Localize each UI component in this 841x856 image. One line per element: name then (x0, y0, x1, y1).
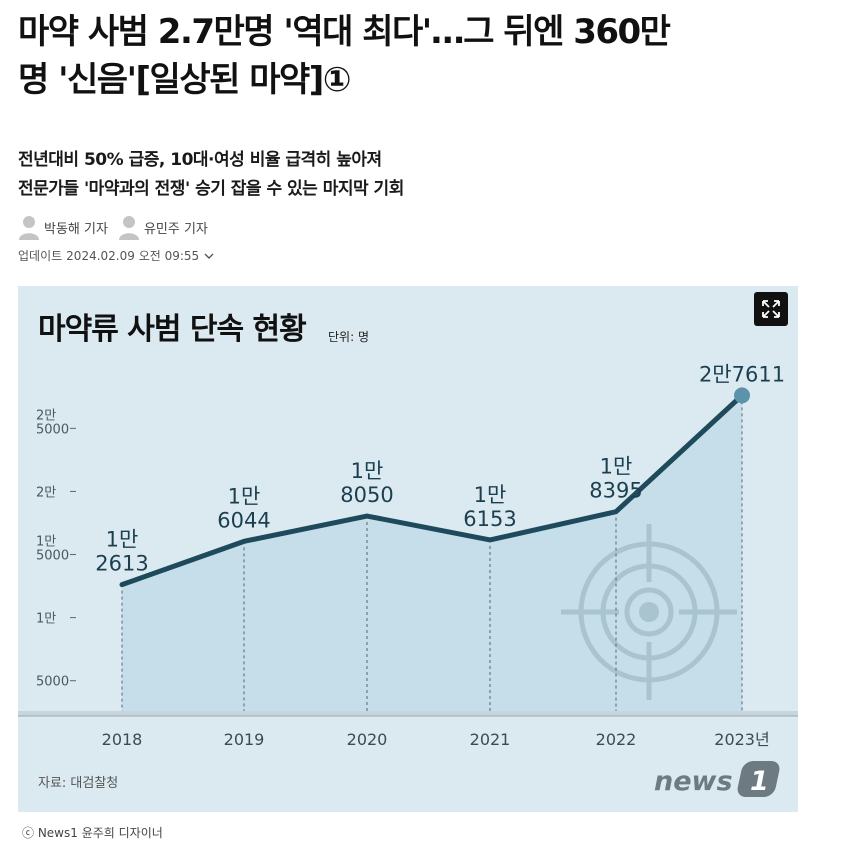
update-label: 업데이트 (18, 249, 63, 263)
baseline-band (18, 711, 798, 716)
y-tick-label: 1만 5000 (36, 535, 69, 564)
data-label: 1만 6044 (217, 484, 270, 532)
reporter-1[interactable]: 박동해 기자 (18, 214, 108, 240)
reporter-2[interactable]: 유민주 기자 (118, 214, 208, 240)
expand-arrows-icon (762, 300, 780, 318)
chart-unit: 단위: 명 (328, 330, 369, 344)
article-headline: 마약 사범 2.7만명 '역대 최다'…그 뒤엔 360만 명 '신음'[일상된… (18, 8, 818, 104)
x-tick-label: 2023년 (714, 730, 769, 749)
chevron-down-icon (204, 253, 214, 259)
person-silhouette-icon (118, 216, 139, 240)
expand-button[interactable] (754, 292, 788, 326)
x-tick-label: 2022 (596, 730, 637, 749)
chart-title: 마약류 사범 단속 현황 (38, 312, 307, 347)
data-label: 1만 8395 (589, 455, 642, 503)
byline: 박동해 기자 유민주 기자 (18, 212, 208, 242)
area-fill (122, 395, 742, 711)
data-point-2023 (734, 387, 750, 404)
data-label: 1만 6153 (463, 483, 516, 531)
svg-text:1: 1 (750, 766, 769, 797)
reporter-name: 유민주 기자 (143, 221, 208, 237)
crosshair-target-icon (561, 524, 737, 700)
article-subtitle: 전년대비 50% 급증, 10대·여성 비율 급격히 높아져 전문가들 '마약과… (18, 146, 818, 204)
y-tick-label: 2만 (36, 485, 56, 500)
y-tick-label: 2만 5000 (36, 408, 69, 437)
headline-line-2: 명 '신음'[일상된 마약]① (18, 60, 352, 100)
target-center (639, 602, 659, 622)
line-chart: 5000 1만 1만 5000 2만 2만 5000 1만 2613 1만 6044 1만 8050 1만… (18, 362, 798, 749)
x-tick-label: 2018 (102, 730, 143, 749)
data-label: 2만7611 (699, 362, 785, 386)
x-tick-label: 2020 (347, 730, 388, 749)
person-silhouette-icon (19, 216, 39, 240)
data-label: 1만 8050 (340, 459, 393, 507)
chart-source: 자료: 대검찰청 (38, 776, 119, 791)
update-timestamp[interactable]: 업데이트 2024.02.09 오전 09:55 (18, 247, 215, 264)
x-tick-label: 2021 (470, 730, 511, 749)
image-credit: ⓒ News1 윤주희 디자이너 (22, 826, 163, 840)
subtitle-line-2: 전문가들 '마약과의 전쟁' 승기 잡을 수 있는 마지막 기회 (18, 179, 404, 199)
data-label: 1만 2613 (95, 528, 148, 576)
svg-text:news: news (654, 766, 733, 797)
y-tick-label: 1만 (36, 612, 56, 627)
series-line (119, 392, 745, 588)
y-tick-label: 5000 (36, 675, 69, 690)
headline-line-1: 마약 사범 2.7만명 '역대 최다'…그 뒤엔 360만 (18, 12, 671, 52)
infographic: 5000 1만 1만 5000 2만 2만 5000 1만 2613 1만 6044 1만 8050 1만… (18, 286, 798, 812)
reporter-name: 박동해 기자 (44, 221, 108, 237)
update-time: 2024.02.09 오전 09:55 (66, 249, 200, 263)
subtitle-line-1: 전년대비 50% 급증, 10대·여성 비율 급격히 높아져 (18, 150, 382, 170)
news1-logo: news 1 (654, 761, 780, 797)
x-tick-label: 2019 (224, 730, 265, 749)
